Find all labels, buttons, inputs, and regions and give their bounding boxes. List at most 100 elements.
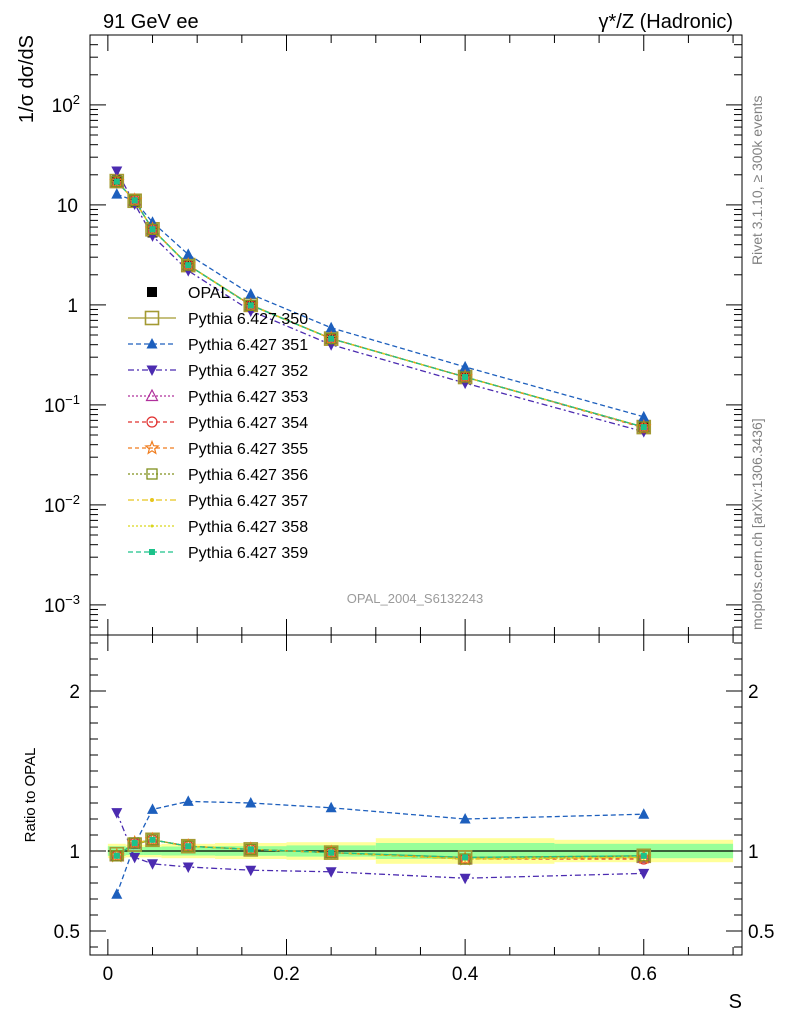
legend-label-opal: OPAL <box>188 285 230 302</box>
main-marker-9-7 <box>640 424 647 431</box>
xtick-label-1: 0.2 <box>273 964 299 985</box>
legend-marker-8 <box>150 524 154 528</box>
ratio-ytick-label-right-1: 1 <box>748 842 759 863</box>
ratio-marker-2-1 <box>129 852 141 864</box>
main-marker-9-1 <box>131 197 138 204</box>
main-marker-6-0 <box>111 175 123 188</box>
legend-marker-6 <box>146 468 158 480</box>
ratio-marker-6-7 <box>638 850 650 862</box>
main-marker-6-3 <box>182 259 194 271</box>
ratio-marker-9-7 <box>640 852 647 859</box>
ratio-ytick-label-right-0: 0.5 <box>748 922 774 943</box>
legend-label-0: Pythia 6.427 350 <box>188 311 308 328</box>
ratio-ytick-label-left-2: 2 <box>69 682 80 703</box>
main-ytick-label-3: 1 <box>67 296 78 317</box>
ratio-marker-9-6 <box>462 854 469 861</box>
main-marker-2-0 <box>111 166 123 178</box>
ratio-marker-1-4 <box>245 797 257 808</box>
main-marker-9-0 <box>113 178 120 185</box>
ratio-marker-1-5 <box>325 801 337 813</box>
legend-marker-9 <box>149 549 155 555</box>
ratio-marker-1-6 <box>459 813 471 824</box>
ratio-marker-9-1 <box>131 840 138 846</box>
main-marker-6-4 <box>245 299 257 311</box>
ratio-ytick-label-left-0: 0.5 <box>54 922 80 943</box>
ratio-marker-9-4 <box>247 846 254 853</box>
main-marker-1-0 <box>111 188 123 199</box>
ratio-marker-2-0 <box>111 808 123 819</box>
main-marker-1-5 <box>325 321 337 333</box>
xlabel: S <box>729 991 742 1013</box>
ratio-panel-series <box>109 795 652 899</box>
ratio-marker-1-7 <box>638 808 650 819</box>
main-ytick-label-1: 10−2 <box>44 492 80 517</box>
legend-label-2: Pythia 6.427 352 <box>188 363 308 380</box>
legend-label-5: Pythia 6.427 355 <box>188 441 308 458</box>
ratio-marker-6-1 <box>129 837 141 849</box>
main-marker-6-1 <box>129 194 141 207</box>
legend: OPAL Pythia 6.427 350 Pythia 6.427 351 Pyth… <box>128 285 308 562</box>
xtick-label-3: 0.6 <box>631 964 657 985</box>
ratio-marker-9-3 <box>185 843 192 850</box>
main-marker-9-2 <box>149 226 156 233</box>
ratio-marker-2-6 <box>459 873 471 885</box>
main-marker-9-6 <box>462 374 469 381</box>
ratio-marker-6-4 <box>245 843 257 856</box>
legend-marker-1 <box>146 338 158 349</box>
ratio-marker-6-2 <box>146 834 159 846</box>
ratio-frame <box>89 634 743 956</box>
main-panel-series <box>109 166 652 438</box>
main-marker-6-2 <box>146 223 159 235</box>
legend-marker-0 <box>144 310 160 326</box>
ratio-marker-1-0 <box>111 888 123 899</box>
rivet-version-label: Rivet 3.1.10, ≥ 300k events <box>749 95 765 265</box>
legend-label-1: Pythia 6.427 351 <box>188 337 308 354</box>
legend-marker-5 <box>144 439 160 455</box>
main-series-line-9 <box>116 181 644 428</box>
ratio-marker-2-3 <box>182 862 194 873</box>
ratio-ytick-label-left-1: 1 <box>69 842 80 863</box>
ratio-marker-6-3 <box>182 840 194 852</box>
main-marker-9-3 <box>185 262 192 269</box>
main-ytick-label-5: 102 <box>52 92 80 117</box>
analysis-id-label: OPAL_2004_S6132243 <box>347 591 483 606</box>
header-right: γ*/Z (Hadronic) <box>599 11 733 33</box>
axes: 10−3 10−2 10−1 1 10 102 0 0.2 0.4 0.6 0.5 0.5 1 1 2 2 <box>44 34 774 985</box>
mcplots-label: mcplots.cern.ch [arXiv:1306.3436] <box>749 418 765 630</box>
main-series-line-1 <box>116 193 644 418</box>
ratio-marker-6-5 <box>325 846 337 859</box>
main-marker-1-7 <box>638 410 650 422</box>
ratio-marker-9-5 <box>328 849 335 856</box>
xtick-label-0: 0 <box>103 964 114 985</box>
ratio-series-line-2 <box>116 812 644 879</box>
ratio-marker-2-2 <box>147 859 159 870</box>
main-marker-6-5 <box>325 332 337 345</box>
main-marker-6-7 <box>638 421 650 433</box>
main-ytick-label-4: 10 <box>57 196 78 217</box>
legend-label-8: Pythia 6.427 358 <box>188 519 308 536</box>
legend-label-3: Pythia 6.427 353 <box>188 389 308 406</box>
ratio-marker-1-2 <box>147 803 159 814</box>
main-series-line-2 <box>116 170 644 433</box>
main-marker-1-4 <box>245 288 257 299</box>
xtick-label-2: 0.4 <box>452 964 479 985</box>
header-left: 91 GeV ee <box>103 11 199 33</box>
main-marker-9-4 <box>247 302 254 309</box>
main-ylabel: 1/σ dσ/dS <box>16 35 38 123</box>
legend-label-6: Pythia 6.427 356 <box>188 467 308 484</box>
legend-label-4: Pythia 6.427 354 <box>188 415 308 432</box>
main-marker-6-6 <box>459 371 471 383</box>
ratio-marker-2-5 <box>325 867 337 878</box>
legend-marker-4 <box>146 416 158 428</box>
ratio-marker-2-7 <box>638 868 650 880</box>
legend-marker-2 <box>146 365 158 376</box>
ratio-marker-6-0 <box>111 850 123 862</box>
main-ytick-label-2: 10−1 <box>44 392 80 417</box>
ratio-ylabel: Ratio to OPAL <box>22 748 39 843</box>
ratio-marker-1-3 <box>182 795 194 806</box>
legend-label-9: Pythia 6.427 359 <box>188 545 308 562</box>
ratio-marker-6-6 <box>459 853 471 865</box>
main-ytick-label-0: 10−3 <box>44 592 80 617</box>
legend-marker-3 <box>145 388 159 402</box>
